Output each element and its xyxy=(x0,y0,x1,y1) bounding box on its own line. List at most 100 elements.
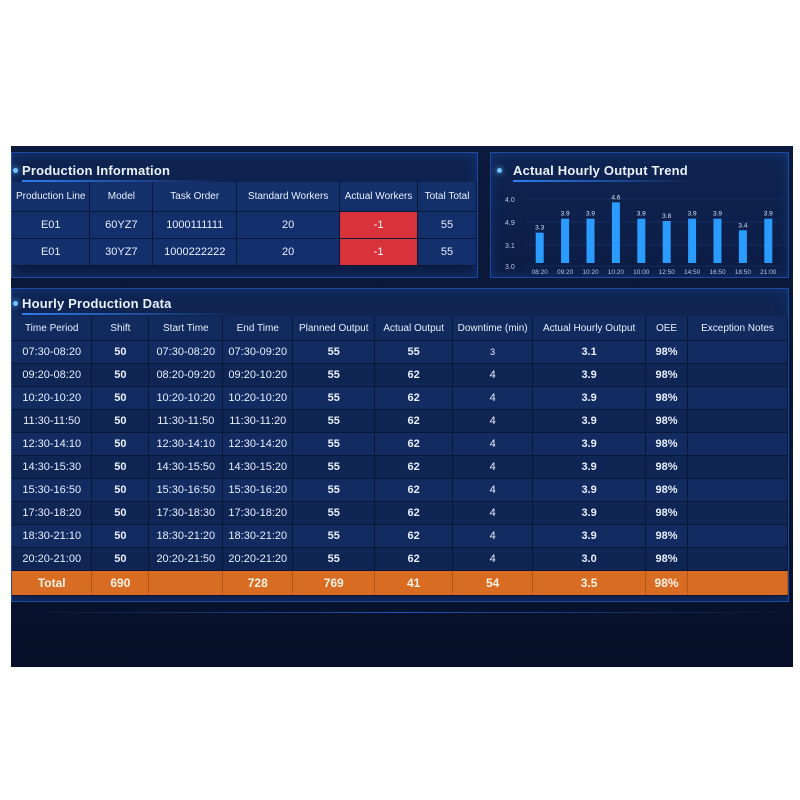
table-cell: 55 xyxy=(292,409,376,433)
table-cell: 62 xyxy=(374,501,454,525)
table-cell: 11:30-11:50 xyxy=(148,409,224,433)
title-marker-icon xyxy=(497,168,502,173)
table-cell: 55 xyxy=(292,501,376,525)
table-cell: 4 xyxy=(452,501,534,525)
hourly-column-header[interactable]: Start Time xyxy=(148,316,224,341)
info-cell: E01 xyxy=(12,211,91,239)
hourly-column-header[interactable]: Planned Output xyxy=(292,316,376,341)
total-row[interactable]: Total 690 728 769 41 54 3.5 98% xyxy=(12,570,788,596)
table-cell: 07:30-09:20 xyxy=(222,340,294,364)
table-cell: 4 xyxy=(452,432,534,456)
hourly-column-header[interactable]: Actual Output xyxy=(374,316,454,341)
table-row[interactable]: 10:20-10:20 50 10:20-10:20 10:20-10:20 55 62 4… xyxy=(12,386,788,410)
table-cell xyxy=(687,547,788,571)
total-cell: 3.5 xyxy=(532,570,647,596)
table-cell: 55 xyxy=(292,547,376,571)
info-column-header[interactable]: Total Total xyxy=(417,182,477,212)
trend-chart-title: Actual Hourly Output Trend xyxy=(513,163,688,178)
total-cell: 728 xyxy=(222,570,294,596)
info-cell: 30YZ7 xyxy=(89,238,154,266)
table-cell xyxy=(687,478,788,502)
hourly-column-header[interactable]: Exception Notes xyxy=(687,316,788,341)
hourly-column-header[interactable]: Downtime (min) xyxy=(452,316,534,341)
table-cell: 3.9 xyxy=(532,501,647,525)
table-row[interactable]: 17:30-18:20 50 17:30-18:30 17:30-18:20 55 62 4… xyxy=(12,501,788,525)
total-cell xyxy=(148,570,224,596)
table-row[interactable]: 18:30-21:10 50 18:30-21:20 18:30-21:20 55 62 4… xyxy=(12,524,788,548)
info-column-header[interactable]: Task Order xyxy=(152,182,238,212)
title-underline xyxy=(513,180,693,182)
table-cell: 17:30-18:30 xyxy=(148,501,224,525)
table-cell: 12:30-14:10 xyxy=(12,432,93,456)
table-cell xyxy=(687,432,788,456)
table-row[interactable]: 20:20-21:00 50 20:20-21:50 20:20-21:20 55 62 4… xyxy=(12,547,788,571)
chart-bar[interactable] xyxy=(611,202,620,263)
table-cell: 98% xyxy=(645,501,689,525)
info-column-header[interactable]: Model xyxy=(89,182,154,212)
table-cell: 98% xyxy=(645,455,689,479)
chart-bar[interactable] xyxy=(586,218,595,263)
hourly-column-header[interactable]: Shift xyxy=(91,316,150,341)
x-tick-label: 16:50 xyxy=(709,269,726,276)
chart-bar[interactable] xyxy=(688,218,697,263)
bar-data-label: 3.9 xyxy=(688,211,697,218)
table-cell: 17:30-18:20 xyxy=(222,501,294,525)
bar-data-label: 3.4 xyxy=(738,222,747,229)
table-cell xyxy=(687,386,788,410)
chart-bar[interactable] xyxy=(764,218,773,263)
chart-bar[interactable] xyxy=(637,218,646,263)
chart-bar[interactable] xyxy=(738,230,747,263)
info-column-header[interactable]: Actual Workers xyxy=(339,182,419,212)
table-cell: 98% xyxy=(645,340,689,364)
bar-data-label: 3.9 xyxy=(586,211,595,218)
table-cell: 3 xyxy=(452,340,534,364)
table-cell: 50 xyxy=(91,524,150,548)
table-row[interactable]: 11:30-11:50 50 11:30-11:50 11:30-11:20 55 62 4… xyxy=(12,409,788,433)
table-cell: 10:20-10:20 xyxy=(222,386,294,410)
actual-workers-alert-cell: -1 xyxy=(339,238,419,266)
info-column-header[interactable]: Production Line xyxy=(12,182,91,212)
table-row[interactable]: 14:30-15:30 50 14:30-15:50 14:30-15:20 55 62 4… xyxy=(12,455,788,479)
info-cell: 60YZ7 xyxy=(89,211,154,239)
table-cell: 3.1 xyxy=(532,340,647,364)
actual-workers-alert-cell: -1 xyxy=(339,211,419,239)
table-cell: 18:30-21:20 xyxy=(148,524,224,548)
chart-bar[interactable] xyxy=(662,221,671,263)
table-row[interactable]: 12:30-14:10 50 12:30-14:10 12:30-14:20 55 62 4… xyxy=(12,432,788,456)
table-cell: 55 xyxy=(292,524,376,548)
table-cell: 20:20-21:00 xyxy=(12,547,93,571)
table-cell: 18:30-21:20 xyxy=(222,524,294,548)
table-cell: 3.9 xyxy=(532,432,647,456)
info-row[interactable]: E01 60YZ7 1000111111 20 -1 55 xyxy=(12,211,477,239)
table-cell: 14:30-15:50 xyxy=(148,455,224,479)
x-tick-label: 10:20 xyxy=(608,269,625,276)
production-info-panel: Production Information Production Line Mo… xyxy=(11,152,478,278)
table-cell: 18:30-21:10 xyxy=(12,524,93,548)
table-cell: 98% xyxy=(645,547,689,571)
table-cell: 3.9 xyxy=(532,363,647,387)
y-tick-label: 3.1 xyxy=(505,243,515,250)
table-cell: 62 xyxy=(374,547,454,571)
table-cell xyxy=(687,363,788,387)
table-cell: 3.9 xyxy=(532,409,647,433)
total-cell: 690 xyxy=(91,570,150,596)
chart-bar[interactable] xyxy=(713,218,722,263)
table-row[interactable]: 15:30-16:50 50 15:30-16:50 15:30-16:20 55 62 4… xyxy=(12,478,788,502)
title-marker-icon xyxy=(13,301,18,306)
table-cell: 4 xyxy=(452,455,534,479)
chart-bar[interactable] xyxy=(535,232,544,263)
chart-bar[interactable] xyxy=(561,218,570,263)
hourly-column-header[interactable]: Time Period xyxy=(12,316,93,341)
y-tick-label: 4.9 xyxy=(505,220,515,227)
table-row[interactable]: 07:30-08:20 50 07:30-08:20 07:30-09:20 55 55 3… xyxy=(12,340,788,364)
hourly-column-header[interactable]: OEE xyxy=(645,316,689,341)
table-row[interactable]: 09:20-08:20 50 08:20-09:20 09:20-10:20 55 62 4… xyxy=(12,363,788,387)
info-column-header[interactable]: Standard Workers xyxy=(236,182,341,212)
table-cell: 15:30-16:50 xyxy=(148,478,224,502)
info-row[interactable]: E01 30YZ7 1000222222 20 -1 55 xyxy=(12,238,477,266)
hourly-column-header[interactable]: Actual Hourly Output xyxy=(532,316,647,341)
table-cell: 08:20-09:20 xyxy=(148,363,224,387)
table-cell: 14:30-15:20 xyxy=(222,455,294,479)
table-cell: 50 xyxy=(91,501,150,525)
hourly-column-header[interactable]: End Time xyxy=(222,316,294,341)
